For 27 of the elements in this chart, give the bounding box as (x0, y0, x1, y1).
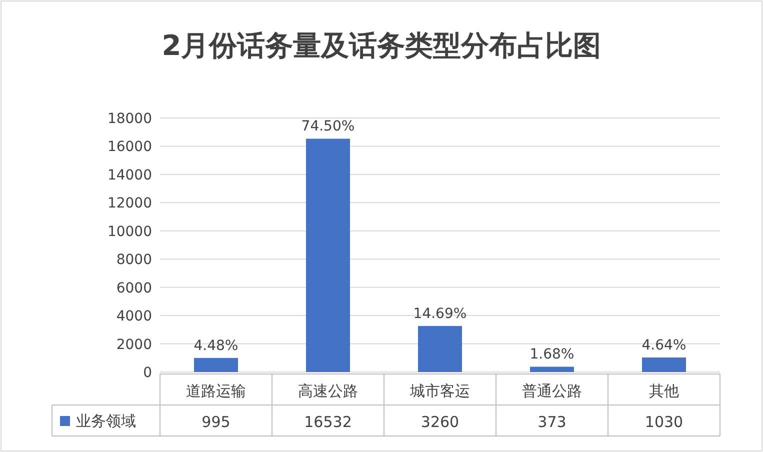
y-tick-label: 18000 (107, 111, 152, 127)
annotation: 4.64% (642, 337, 686, 354)
data-label: 3260 (420, 413, 460, 431)
x-tick-label: 城市客运 (409, 382, 470, 400)
y-tick-label: 4000 (116, 308, 152, 325)
chart-title: 2月份话务量及话务类型分布占比图 (162, 29, 602, 62)
y-tick-label: 12000 (107, 196, 152, 212)
x-tick-label: 其他 (649, 382, 679, 400)
y-tick-label: 0 (143, 365, 152, 381)
annotation: 4.48% (194, 338, 238, 354)
legend-label: 业务领域 (76, 412, 136, 430)
x-tick-label: 普通公路 (522, 382, 582, 400)
y-tick-label: 6000 (116, 280, 152, 296)
data-label: 1030 (644, 413, 684, 431)
x-tick-label: 高速公路 (298, 382, 358, 400)
data-label: 995 (202, 413, 230, 431)
data-label: 16532 (304, 413, 352, 431)
annotation: 14.69% (413, 306, 467, 322)
y-tick-label: 8000 (116, 252, 152, 268)
y-tick-label: 16000 (107, 139, 152, 156)
y-tick-label: 14000 (107, 167, 152, 184)
x-tick-label: 道路运输 (186, 382, 246, 400)
data-label: 373 (538, 413, 566, 431)
annotation: 74.50% (301, 118, 355, 135)
y-tick-label: 10000 (107, 224, 152, 240)
annotation: 1.68% (530, 346, 574, 363)
y-tick-label: 2000 (116, 336, 152, 353)
